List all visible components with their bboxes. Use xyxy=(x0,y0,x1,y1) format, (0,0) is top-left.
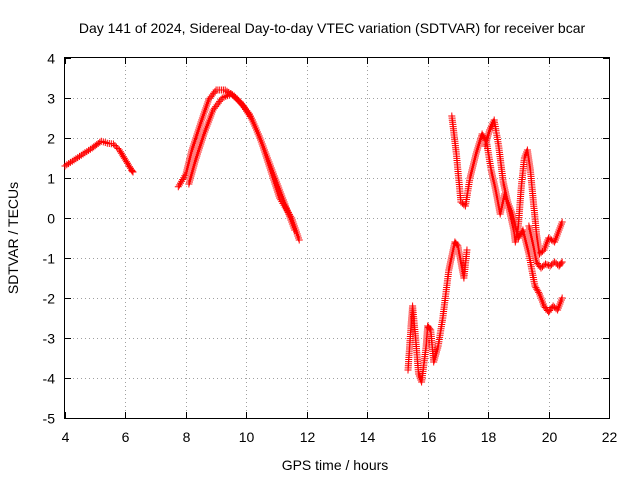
data-points xyxy=(61,86,566,386)
x-axis-label: GPS time / hours xyxy=(282,457,389,473)
x-tick-label: 14 xyxy=(360,429,376,445)
y-tick-label: 2 xyxy=(47,131,55,147)
x-tick-label: 16 xyxy=(421,429,437,445)
y-tick-label: -3 xyxy=(43,331,56,347)
y-tick-label: -5 xyxy=(43,411,56,427)
y-tick-label: 3 xyxy=(47,91,55,107)
grid-lines xyxy=(65,58,609,418)
data-point-segment xyxy=(448,112,566,258)
data-point-segment xyxy=(185,90,299,234)
x-tick-label: 12 xyxy=(300,429,316,445)
data-point-segment xyxy=(404,238,471,386)
y-tick-label: 1 xyxy=(47,171,55,187)
y-axis-label: SDTVAR / TECUs xyxy=(5,182,21,294)
x-tick-label: 6 xyxy=(122,429,130,445)
y-tick-label: -4 xyxy=(43,371,56,387)
x-tick-label: 10 xyxy=(239,429,255,445)
x-tick-label: 20 xyxy=(542,429,558,445)
x-tick-label: 8 xyxy=(183,429,191,445)
x-tick-label: 18 xyxy=(481,429,497,445)
data-point-segment xyxy=(61,137,137,176)
y-tick-label: -2 xyxy=(43,291,56,307)
y-tick-label: 0 xyxy=(47,211,55,227)
y-tick-label: 4 xyxy=(47,51,55,67)
data-point-segment xyxy=(525,222,566,272)
chart-title: Day 141 of 2024, Sidereal Day-to-day VTE… xyxy=(79,20,586,36)
y-tick-label: -1 xyxy=(43,251,56,267)
x-tick-label: 4 xyxy=(62,429,70,445)
data-point-segment xyxy=(481,116,566,316)
x-tick-label: 22 xyxy=(602,429,618,445)
plot-area-frame xyxy=(64,57,610,419)
